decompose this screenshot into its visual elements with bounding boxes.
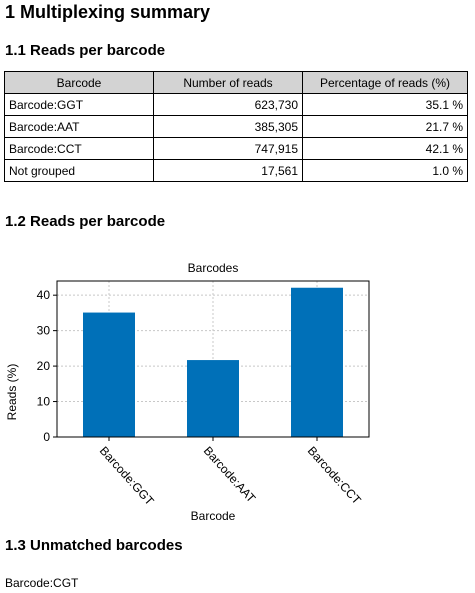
- bar: [291, 287, 343, 437]
- table-row: Barcode:CCT 747,915 42.1 %: [4, 137, 468, 160]
- cell-barcode: Barcode:CCT: [4, 137, 154, 160]
- page-title: 1 Multiplexing summary: [5, 2, 211, 22]
- y-axis-label: Reads (%): [5, 364, 19, 421]
- section-heading-unmatched: 1.3 Unmatched barcodes: [5, 537, 183, 554]
- reads-bar-chart: Barcodes Reads (%) Barcode 0 10 20 30 40 Barc…: [5, 261, 370, 523]
- x-tick-label: Barcode:CCT: [305, 444, 364, 508]
- x-tick-label: Barcode:GGT: [97, 444, 157, 509]
- cell-barcode: Barcode:GGT: [4, 93, 154, 116]
- reads-table: Barcode Number of reads Percentage of re…: [4, 71, 468, 182]
- cell-percentage: 35.1 %: [302, 93, 468, 116]
- x-axis-label: Barcode: [191, 509, 236, 523]
- table-row: Barcode:GGT 623,730 35.1 %: [4, 93, 468, 116]
- cell-barcode: Not grouped: [4, 159, 154, 182]
- cell-number-of-reads: 747,915: [153, 137, 303, 160]
- cell-number-of-reads: 385,305: [153, 115, 303, 138]
- column-header-number-of-reads: Number of reads: [153, 71, 303, 94]
- y-tick-label: 10: [37, 395, 51, 409]
- column-header-percentage: Percentage of reads (%): [302, 71, 468, 94]
- table-header-row: Barcode Number of reads Percentage of re…: [4, 71, 468, 94]
- cell-number-of-reads: 623,730: [153, 93, 303, 116]
- column-header-barcode: Barcode: [4, 71, 154, 94]
- y-tick-label: 20: [37, 359, 51, 373]
- section-heading-reads-table: 1.1 Reads per barcode: [5, 42, 166, 59]
- y-tick-label: 30: [37, 324, 51, 338]
- cell-percentage: 1.0 %: [302, 159, 468, 182]
- y-tick-label: 40: [37, 288, 51, 302]
- table-row: Not grouped 17,561 1.0 %: [4, 159, 468, 182]
- unmatched-barcode-item: Barcode:CGT: [5, 576, 79, 590]
- cell-number-of-reads: 17,561: [153, 159, 303, 182]
- x-tick-label: Barcode:AAT: [201, 444, 259, 506]
- cell-barcode: Barcode:AAT: [4, 115, 154, 138]
- cell-percentage: 21.7 %: [302, 115, 468, 138]
- table-row: Barcode:AAT 385,305 21.7 %: [4, 115, 468, 138]
- cell-percentage: 42.1 %: [302, 137, 468, 160]
- chart-title: Barcodes: [188, 261, 239, 275]
- y-tick-label: 0: [43, 430, 50, 444]
- bar: [187, 360, 239, 437]
- section-heading-reads-chart: 1.2 Reads per barcode: [5, 213, 166, 230]
- bar: [83, 312, 135, 437]
